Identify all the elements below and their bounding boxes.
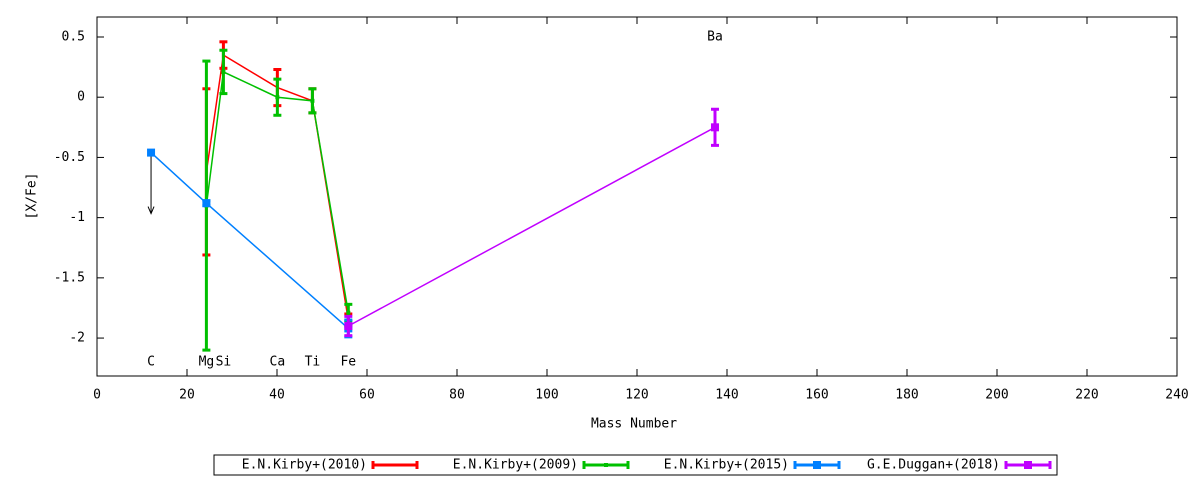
x-tick-label: 200 (985, 388, 1008, 403)
x-tick-label: 220 (1075, 388, 1098, 403)
x-tick-label: 40 (269, 388, 285, 403)
series-line (150, 152, 349, 329)
y-tick-label: -2 (69, 331, 85, 346)
y-tick-label: 0 (77, 90, 85, 105)
element-label: Ca (270, 355, 286, 370)
x-tick-label: 60 (359, 388, 375, 403)
x-tick-label: 80 (449, 388, 465, 403)
legend-label: E.N.Kirby+(2010) (242, 458, 367, 473)
x-tick-label: 0 (93, 388, 101, 403)
legend-swatch-point (604, 463, 608, 467)
legend-box (213, 454, 1058, 476)
legend-swatch-point (1024, 461, 1032, 469)
x-tick-label: 20 (179, 388, 195, 403)
y-tick-label: 0.5 (62, 29, 85, 44)
x-tick-label: 160 (805, 388, 828, 403)
point (310, 98, 315, 103)
x-axis-label: Mass Number (591, 417, 677, 432)
element-label: Ba (707, 29, 723, 44)
x-tick-label: 180 (895, 388, 918, 403)
x-tick-label: 100 (535, 388, 558, 403)
x-tick-label: 240 (1165, 388, 1188, 403)
x-tick-label: 140 (715, 388, 738, 403)
point (221, 69, 226, 74)
element-label: C (147, 355, 155, 370)
point (346, 310, 351, 315)
y-axis-label: [X/Fe] (25, 173, 40, 220)
legend-label: E.N.Kirby+(2009) (453, 458, 578, 473)
legend-label: G.E.Duggan+(2018) (867, 458, 1000, 473)
y-tick-label: -0.5 (54, 150, 85, 165)
series-line (347, 126, 716, 327)
point (202, 199, 211, 208)
element-label: Ti (305, 355, 321, 370)
element-label: Mg (199, 355, 215, 370)
legend-swatch-point (813, 461, 821, 469)
plot-frame (96, 16, 1178, 377)
point (275, 95, 280, 100)
point (344, 322, 353, 331)
point (710, 123, 719, 132)
upper-limit-arrowhead (147, 206, 155, 215)
element-label: Si (216, 355, 232, 370)
y-tick-label: -1.5 (54, 270, 85, 285)
point (147, 148, 156, 157)
y-tick-label: -1 (69, 210, 85, 225)
element-label: Fe (340, 355, 356, 370)
legend-label: E.N.Kirby+(2015) (664, 458, 789, 473)
x-tick-label: 120 (625, 388, 648, 403)
